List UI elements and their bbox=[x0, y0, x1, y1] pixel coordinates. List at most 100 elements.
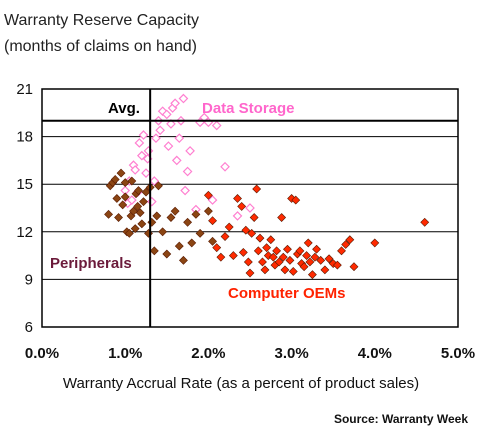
point-computer-oems bbox=[228, 251, 238, 261]
point-computer-oems bbox=[302, 251, 312, 261]
point-computer-oems bbox=[233, 194, 242, 203]
point-computer-oems bbox=[253, 246, 263, 256]
point-computer-oems bbox=[320, 265, 330, 275]
point-peripherals bbox=[129, 206, 138, 216]
point-computer-oems bbox=[208, 216, 217, 226]
point-data-storage bbox=[130, 165, 141, 175]
point-computer-oems bbox=[280, 265, 290, 275]
point-computer-oems bbox=[277, 213, 287, 222]
point-peripherals bbox=[134, 186, 143, 195]
point-peripherals bbox=[195, 228, 205, 238]
point-data-storage bbox=[180, 185, 190, 196]
point-peripherals bbox=[152, 211, 162, 221]
point-data-storage bbox=[155, 125, 165, 136]
point-peripherals bbox=[141, 187, 151, 197]
annotation-data-storage: Data Storage bbox=[202, 100, 295, 117]
x-tick-label: 0.0% bbox=[25, 345, 59, 362]
y-tick-label: 21 bbox=[16, 81, 33, 98]
point-data-storage bbox=[138, 130, 149, 140]
point-peripherals bbox=[208, 236, 217, 246]
point-computer-oems bbox=[203, 190, 213, 200]
point-data-storage bbox=[220, 161, 230, 172]
point-peripherals bbox=[154, 181, 163, 191]
point-computer-oems bbox=[272, 246, 282, 256]
point-data-storage bbox=[136, 150, 147, 161]
point-computer-oems bbox=[316, 255, 326, 265]
point-data-storage bbox=[174, 133, 185, 144]
point-peripherals bbox=[137, 219, 147, 229]
x-tick-label: 5.0% bbox=[441, 345, 475, 362]
point-data-storage bbox=[166, 119, 176, 129]
chart-subtitle: (months of claims on hand) bbox=[4, 38, 197, 55]
point-peripherals bbox=[203, 206, 213, 216]
point-peripherals bbox=[191, 209, 201, 219]
point-peripherals bbox=[124, 228, 134, 238]
point-computer-oems bbox=[220, 232, 230, 241]
point-data-storage bbox=[182, 166, 193, 177]
y-tick-label: 12 bbox=[16, 224, 33, 241]
point-peripherals bbox=[112, 194, 122, 203]
x-tick-label: 3.0% bbox=[274, 345, 308, 362]
point-computer-oems bbox=[285, 255, 295, 265]
point-computer-oems bbox=[341, 240, 351, 249]
x-tick-labels: 0.0% 1.0% 2.0% 3.0% 4.0% 5.0% bbox=[25, 345, 475, 362]
point-computer-oems bbox=[249, 213, 259, 222]
point-peripherals bbox=[104, 209, 113, 219]
point-peripherals bbox=[179, 255, 188, 265]
point-computer-oems bbox=[420, 217, 430, 227]
point-computer-oems bbox=[303, 238, 313, 248]
point-peripherals bbox=[130, 224, 140, 234]
point-computer-oems bbox=[305, 257, 315, 267]
point-computer-oems bbox=[332, 260, 342, 270]
point-data-storage bbox=[170, 98, 180, 109]
point-peripherals bbox=[149, 246, 159, 256]
point-computer-oems bbox=[241, 225, 251, 235]
point-peripherals bbox=[116, 168, 126, 178]
point-computer-oems bbox=[224, 222, 234, 232]
point-peripherals bbox=[166, 213, 176, 222]
point-computer-oems bbox=[262, 243, 272, 253]
point-computer-oems bbox=[245, 268, 255, 278]
point-computer-oems bbox=[312, 244, 321, 254]
point-computer-oems bbox=[310, 252, 320, 262]
point-data-storage bbox=[185, 146, 195, 156]
x-tick-label: 1.0% bbox=[108, 345, 142, 362]
point-computer-oems bbox=[283, 244, 292, 254]
point-data-storage bbox=[141, 168, 151, 178]
annotation-peripherals: Peripherals bbox=[50, 255, 132, 272]
point-computer-oems bbox=[252, 184, 262, 194]
point-computer-oems bbox=[307, 270, 317, 280]
point-data-storage bbox=[151, 133, 161, 144]
point-computer-oems bbox=[295, 246, 305, 256]
source-note: Source: Warranty Week bbox=[334, 412, 468, 426]
point-data-storage bbox=[163, 141, 174, 151]
point-data-storage bbox=[178, 93, 189, 104]
point-computer-oems bbox=[299, 262, 309, 272]
point-data-storage bbox=[232, 211, 243, 221]
point-computer-oems bbox=[337, 246, 346, 256]
point-computer-oems bbox=[255, 233, 265, 243]
point-peripherals bbox=[120, 192, 130, 202]
x-tick-label: 2.0% bbox=[191, 345, 225, 362]
point-peripherals bbox=[187, 238, 197, 248]
x-axis-label: Warranty Accrual Rate (as a percent of p… bbox=[63, 375, 419, 392]
point-peripherals bbox=[162, 249, 172, 259]
point-computer-oems bbox=[266, 235, 276, 245]
point-computer-oems bbox=[370, 238, 380, 248]
point-computer-oems bbox=[324, 254, 334, 264]
point-computer-oems bbox=[237, 201, 247, 211]
point-computer-oems bbox=[258, 257, 267, 267]
average-label: Avg. bbox=[108, 100, 140, 117]
point-computer-oems bbox=[268, 252, 278, 262]
y-tick-label: 18 bbox=[16, 129, 33, 146]
y-tick-label: 6 bbox=[25, 319, 33, 336]
y-tick-label: 15 bbox=[16, 176, 33, 193]
point-data-storage bbox=[207, 195, 218, 205]
point-data-storage bbox=[211, 120, 222, 131]
point-peripherals bbox=[135, 208, 145, 218]
point-computer-oems bbox=[349, 262, 359, 272]
point-computer-oems bbox=[278, 252, 288, 262]
point-computer-oems bbox=[238, 248, 248, 257]
y-tick-labels: 6 9 12 15 18 21 bbox=[16, 81, 33, 336]
